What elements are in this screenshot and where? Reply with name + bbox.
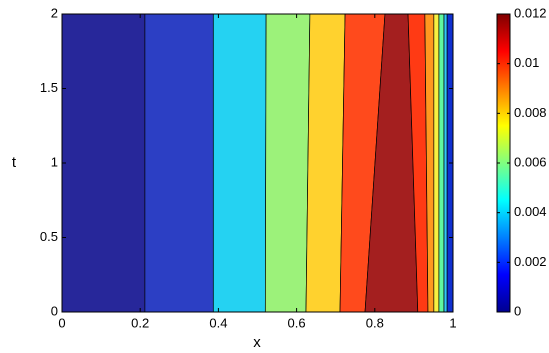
colorbar-tick-label: 0 [514,303,521,318]
y-axis-label: t [12,154,17,171]
contour-band [62,14,145,312]
y-tick-label: 1 [51,154,58,169]
contour-band [265,14,310,312]
colorbar-tick-label: 0.012 [514,5,547,20]
contour-band [434,14,439,312]
y-tick-label: 0.5 [40,229,58,244]
contour-band [213,14,266,312]
x-tick-label: 1 [449,315,456,330]
colorbar-tick-label: 0.004 [514,204,547,219]
chart: x t 0 0.2 0.4 0.6 0.8 1 0 0.5 1 1.5 2 0 0.002 0.004 0.… [0,0,549,353]
contour-band [439,14,444,312]
contour-band [444,14,447,312]
x-tick-label: 0.6 [288,315,306,330]
x-axis-label: x [253,334,261,351]
y-tick-label: 1.5 [40,80,58,95]
x-tick-label: 0.8 [366,315,384,330]
x-tick-label: 0.4 [209,315,227,330]
colorbar-tick-label: 0.008 [514,105,547,120]
y-tick-label: 0 [51,303,58,318]
x-tick-label: 0.2 [131,315,149,330]
colorbar-tick-label: 0.006 [514,154,547,169]
y-tick-label: 2 [51,5,58,20]
x-tick-label: 0 [58,315,65,330]
contour-band [306,14,345,312]
colorbar-tick-label: 0.01 [514,55,539,70]
colorbar-tick-label: 0.002 [514,254,547,269]
contour-band [145,14,213,312]
